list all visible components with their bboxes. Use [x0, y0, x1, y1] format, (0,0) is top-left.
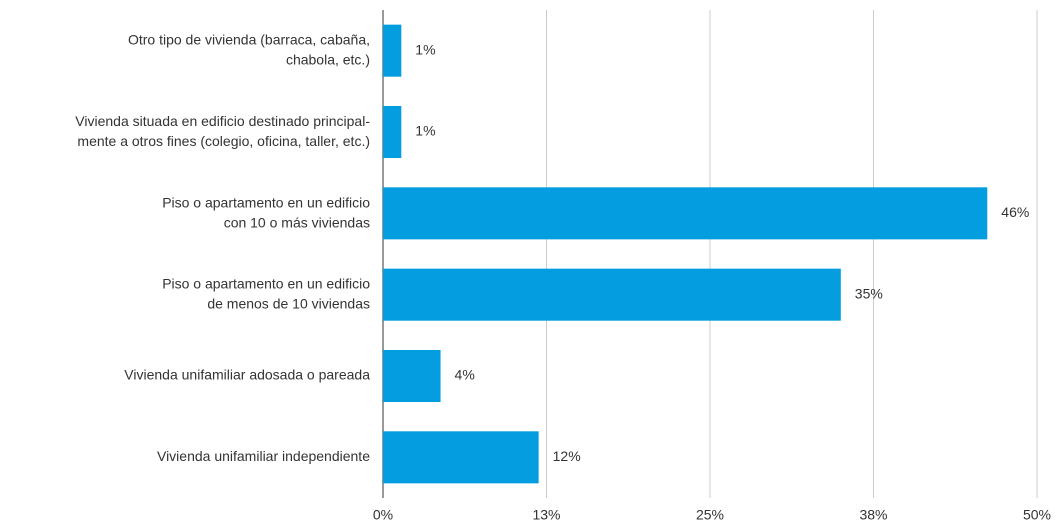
x-tick-label: 0%: [373, 507, 393, 523]
y-tick-label: Vivienda unifamiliar independiente: [157, 448, 370, 464]
value-label: 4%: [455, 367, 475, 383]
value-label: 12%: [553, 448, 581, 464]
y-tick-label: Piso o apartamento en un edificio de meno…: [162, 275, 370, 311]
y-tick-label: Vivienda situada en edificio destinado p…: [75, 113, 370, 149]
y-tick-label: Piso o apartamento en un edificio con 10 …: [162, 194, 370, 230]
value-label: 35%: [855, 285, 883, 301]
bar: [383, 187, 988, 240]
bar: [383, 24, 402, 77]
x-tick-label: 25%: [696, 507, 724, 523]
value-label: 1%: [415, 41, 435, 57]
value-label: 1%: [415, 123, 435, 139]
x-tick-label: 50%: [1023, 507, 1051, 523]
y-tick-label: Otro tipo de vivienda (barraca, cabaña, c…: [128, 31, 370, 67]
x-tick-label: 38%: [859, 507, 887, 523]
bar: [383, 268, 841, 321]
bar: [383, 105, 402, 159]
value-label: 46%: [1001, 204, 1029, 220]
x-tick-label: 13%: [532, 507, 560, 523]
y-tick-label: Vivienda unifamiliar adosada o pareada: [124, 367, 370, 383]
bar: [383, 349, 441, 403]
bar: [383, 431, 539, 484]
